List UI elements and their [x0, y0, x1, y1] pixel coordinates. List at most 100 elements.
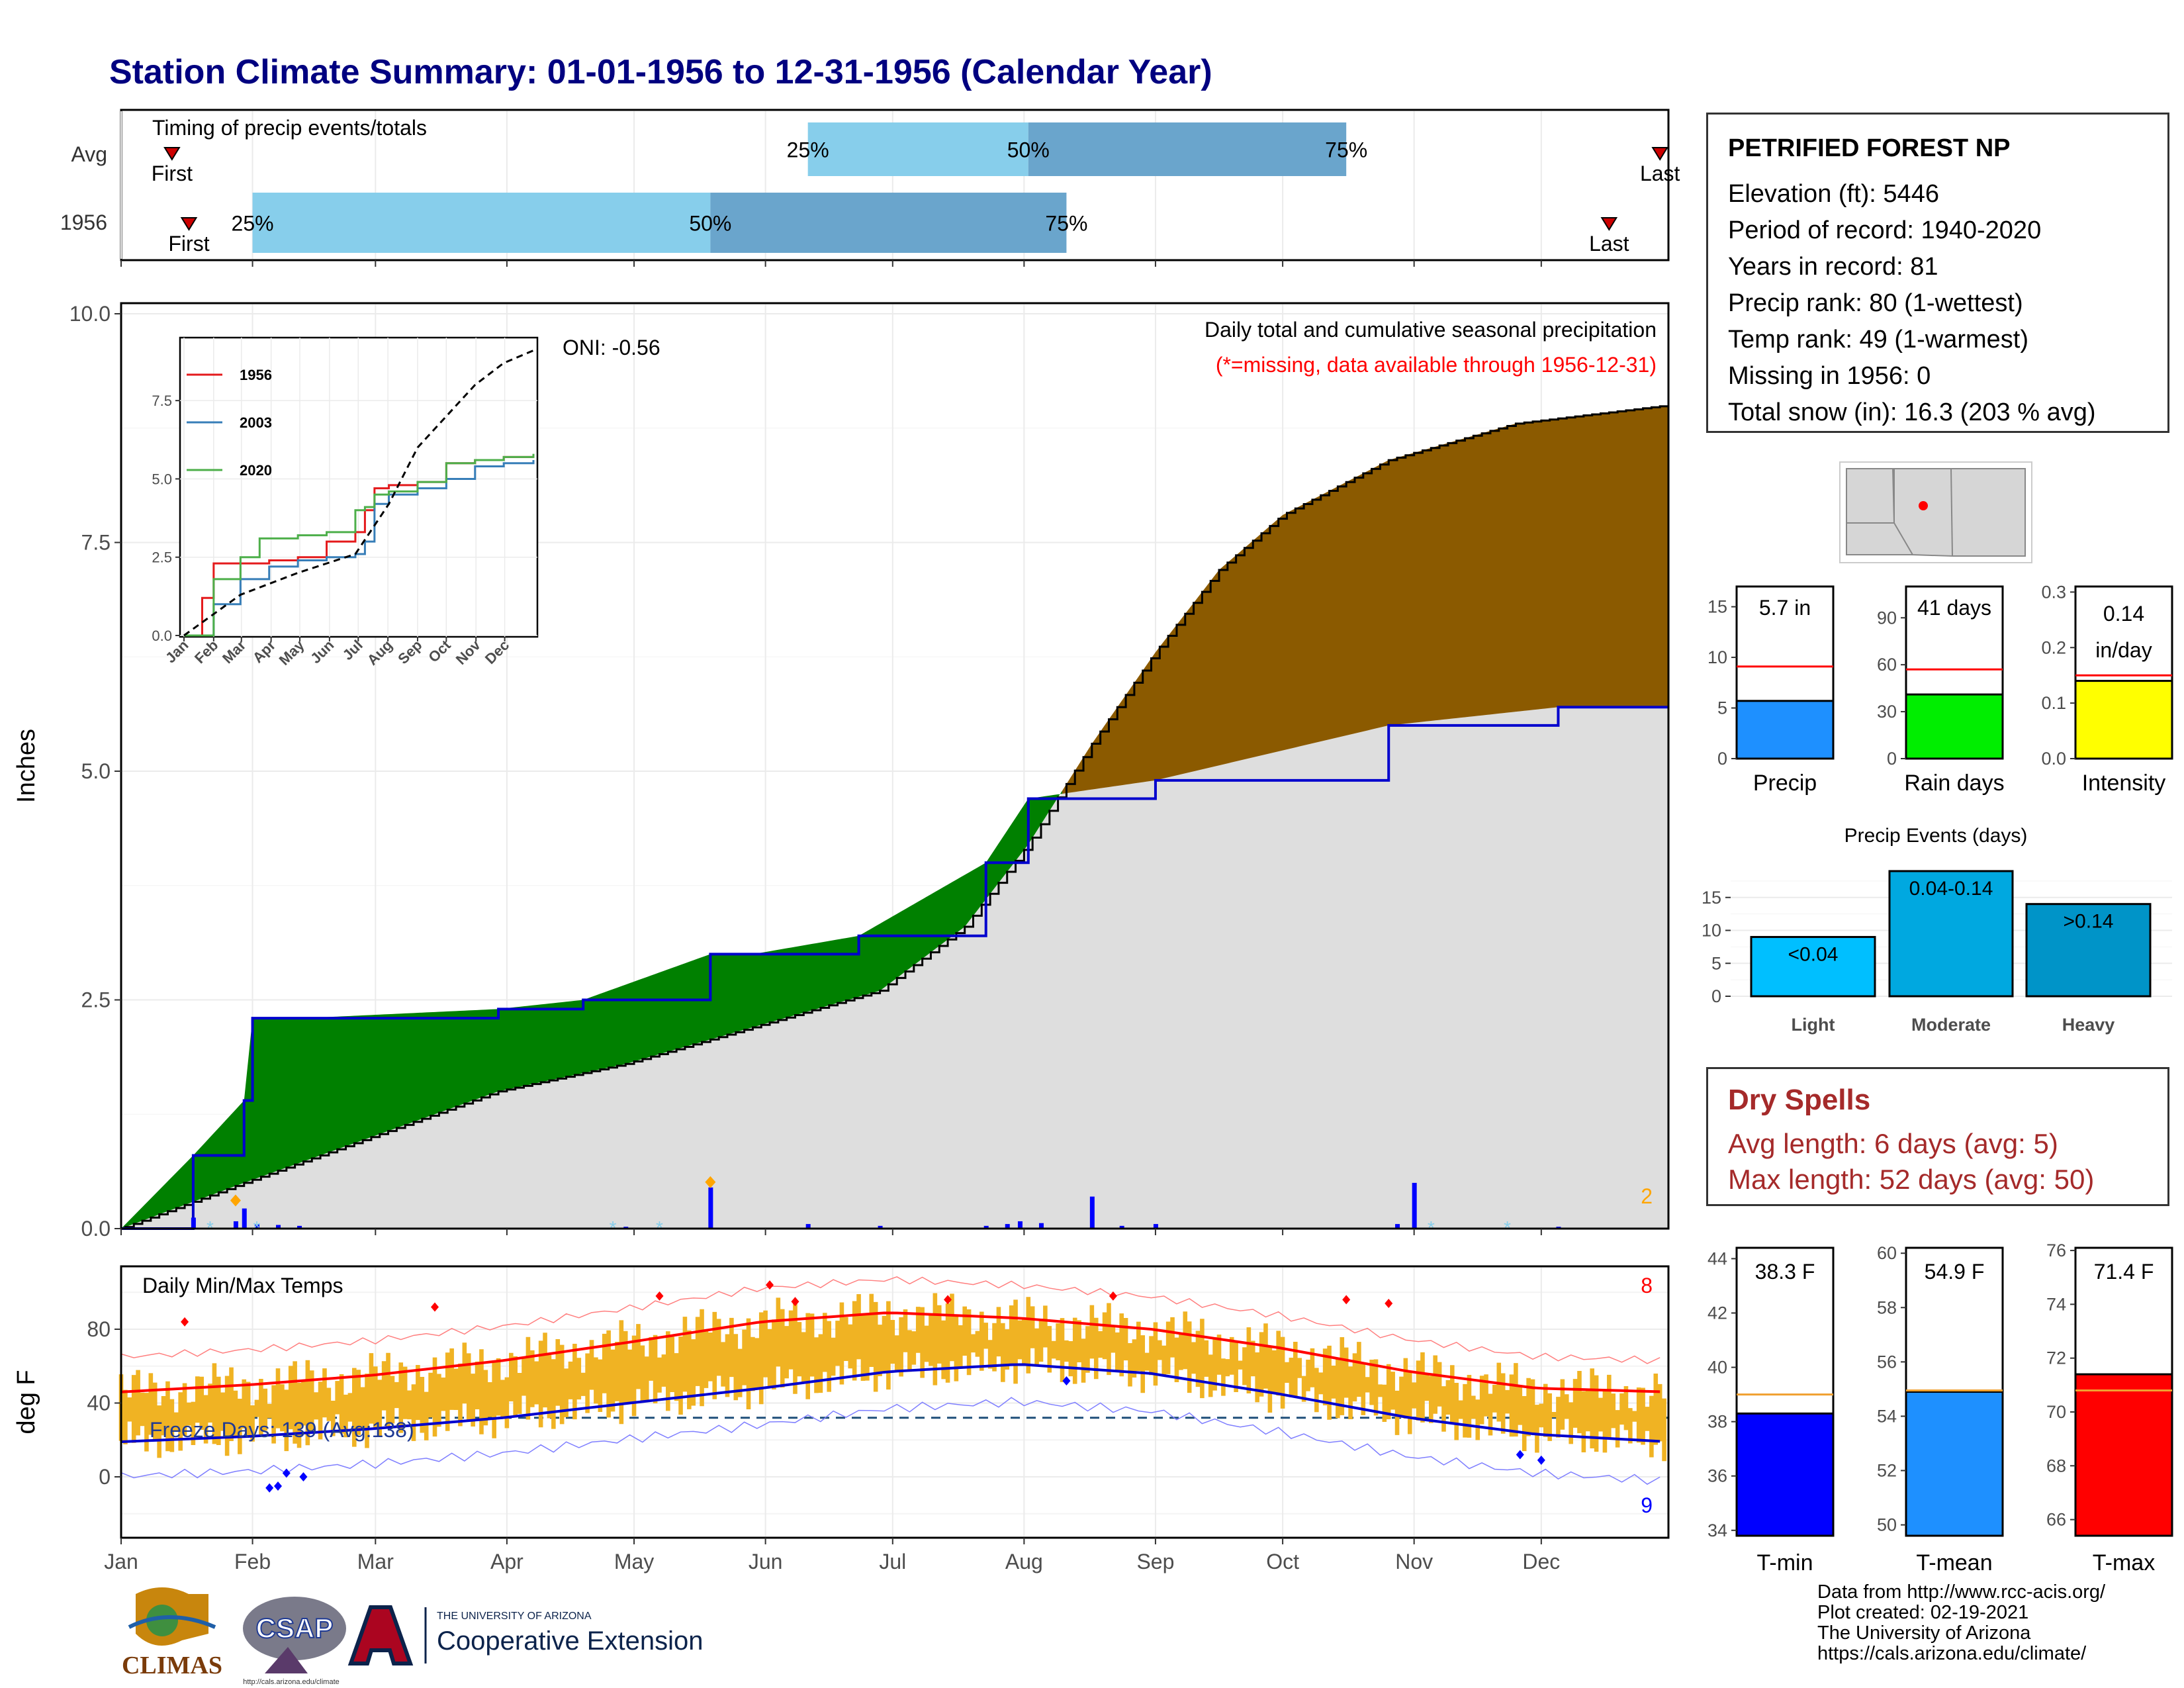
month-tick-label: Jan: [104, 1550, 138, 1573]
temp-summary-y-tick-label: 40: [1707, 1358, 1727, 1378]
ua-logo-big-text: Cooperative Extension: [437, 1626, 703, 1656]
temp-summary-bar: [1905, 1391, 2004, 1537]
record-high-marker: [1385, 1298, 1393, 1308]
precip-corner-count: 2: [1641, 1184, 1653, 1208]
record-max-line: [120, 1276, 1661, 1364]
station-location-dot: [1919, 501, 1928, 510]
temp-summary-y-tick-label: 36: [1707, 1466, 1727, 1486]
temp-y-axis: 0 40 80: [87, 1317, 121, 1489]
stat-value-bar: [2074, 680, 2173, 760]
month-tick-label: Sep: [1136, 1550, 1174, 1573]
precip-y-axis: 0.0 2.5 5.0 7.5 10.0: [69, 302, 121, 1241]
precip-y-tick-label: 0.0: [81, 1217, 111, 1241]
events-y-tick-label: 0: [1711, 986, 1721, 1006]
timing-p50-label: 50%: [689, 212, 731, 236]
temp-summary-panels: 34 36 38 40 42 44 38.3 F T-min 50 52 54 56 58 60 54.9 …: [1707, 1241, 2173, 1575]
inset-legend-label: 2020: [240, 462, 272, 479]
events-y-tick-label: 15: [1702, 888, 1721, 908]
events-bar: [2025, 903, 2152, 998]
map-states: [1846, 468, 2026, 557]
stat-y-tick-label: 0: [1887, 749, 1897, 769]
credits: Data from http://www.rcc-acis.org/ Plot …: [1817, 1582, 2105, 1664]
daily-precip-bar: [276, 1225, 281, 1229]
temp-count-top: 8: [1641, 1274, 1653, 1297]
inset-legend: 1956 2003 2020: [187, 367, 272, 479]
inset-y-tick-label: 5.0: [152, 471, 172, 487]
temp-summary-panel-label: T-min: [1757, 1550, 1813, 1575]
record-low-marker: [282, 1468, 291, 1478]
dry-spells-avg: Avg length: 6 days (avg: 5): [1728, 1128, 2058, 1159]
first-event-label: First: [152, 162, 193, 185]
temp-summary-panel-label: T-mean: [1916, 1550, 1992, 1575]
temp-panel-label: Daily Min/Max Temps: [142, 1274, 343, 1297]
stat-value-bar: [1905, 693, 2004, 760]
stat-value-bar: [1735, 700, 1835, 760]
events-bar-label: 0.04-0.14: [1909, 878, 1993, 900]
temp-summary-t-min: 34 36 38 40 42 44 38.3 F T-min: [1707, 1246, 1835, 1575]
station-name: PETRIFIED FOREST NP: [1728, 134, 2011, 162]
timing-row-year-label: 1956: [60, 211, 107, 234]
stat-value-label: 41 days: [1917, 596, 1991, 620]
temp-summary-t-mean: 50 52 54 56 58 60 54.9 F T-mean: [1877, 1243, 2004, 1575]
credit-university: The University of Arizona: [1817, 1622, 2031, 1644]
month-tick-label: Jun: [749, 1550, 783, 1573]
station-precip-rank: Precip rank: 80 (1-wettest): [1728, 289, 2023, 317]
inset-y-tick-label: 7.5: [152, 393, 172, 409]
stat-value-unit: in/day: [2095, 638, 2152, 662]
stat-panel-label: Rain days: [1904, 771, 2004, 796]
temp-y-tick-label: 80: [87, 1317, 111, 1341]
precip-y-tick-label: 7.5: [81, 531, 111, 555]
temp-summary-y-tick-label: 50: [1877, 1515, 1897, 1535]
station-missing: Missing in 1956: 0: [1728, 362, 1931, 390]
daily-precip-bar: [297, 1225, 302, 1229]
daily-precip-bar: [1153, 1224, 1158, 1229]
last-event-label: Last: [1640, 162, 1680, 185]
stat-panel-rain-days: 0 30 60 90 41 days Rain days: [1877, 585, 2005, 796]
temp-summary-y-tick-label: 42: [1707, 1303, 1727, 1323]
stat-y-tick-label: 0.1: [2041, 693, 2066, 713]
record-high-marker: [1342, 1295, 1351, 1305]
temp-summary-value-label: 54.9 F: [1925, 1260, 1985, 1284]
temp-panel: 0 40 80 Jan Feb Mar Apr May Jun Jul Aug Sep Oct Nov D…: [13, 260, 1670, 1573]
credit-data-source: Data from http://www.rcc-acis.org/: [1817, 1581, 2106, 1603]
month-tick-label: Jul: [879, 1550, 906, 1573]
daily-precip-bar: [1038, 1223, 1044, 1229]
dry-spells-max: Max length: 52 days (avg: 50): [1728, 1164, 2095, 1195]
inset-series-line: [184, 460, 535, 637]
events-chart: <0.04 Light 0.04-0.14 Moderate >0.14 Heavy 0 5 1…: [1702, 865, 2172, 1035]
stat-panel-label: Intensity: [2082, 771, 2166, 796]
timing-bar-q2: [252, 193, 711, 253]
temp-summary-y-tick-label: 52: [1877, 1461, 1897, 1481]
stat-y-tick-label: 0.2: [2041, 637, 2066, 657]
csap-logo: CSAP http://cals.arizona.edu/climate: [243, 1597, 346, 1686]
record-low-marker: [274, 1481, 283, 1491]
temp-panel-frame: [120, 1265, 1670, 1539]
precip-legend-line2: (*=missing, data available through 1956-…: [1216, 353, 1657, 377]
events-title: Precip Events (days): [1844, 825, 2028, 847]
timing-p75-label: 75%: [1325, 138, 1367, 162]
inset-y-tick-label: 0.0: [152, 628, 172, 644]
month-tick-label: Aug: [1005, 1550, 1043, 1573]
timing-p50-label: 50%: [1007, 138, 1050, 162]
temp-summary-value-label: 38.3 F: [1755, 1260, 1815, 1284]
month-tick-label: Feb: [234, 1550, 271, 1573]
temp-summary-panel-label: T-max: [2093, 1550, 2155, 1575]
climas-logo-text: CLIMAS: [122, 1652, 222, 1679]
avg-min-line: [120, 1363, 1661, 1444]
inset-lines: [183, 350, 535, 637]
ua-logo: THE UNIVERSITY OF ARIZONA Cooperative Ex…: [347, 1605, 703, 1665]
temp-summary-y-tick-label: 66: [2046, 1510, 2066, 1530]
temp-summary-t-max: 66 68 70 72 74 76 71.4 F T-max: [2046, 1241, 2173, 1575]
timing-bars: 25% 50% 75% First Last 25% 50% 75% First Last: [152, 122, 1680, 256]
inset-legend-label: 1956: [240, 367, 272, 383]
stat-y-tick-label: 15: [1707, 597, 1727, 617]
daily-precip-bar: [1005, 1224, 1010, 1229]
station-info-box: PETRIFIED FOREST NP Elevation (ft): 5446…: [1706, 113, 2169, 433]
daily-precip-bar: [1395, 1224, 1400, 1229]
record-high-marker: [944, 1295, 952, 1305]
daily-precip-bar: [878, 1225, 883, 1229]
month-tick-label: May: [614, 1550, 654, 1573]
station-total-snow: Total snow (in): 16.3 (203 % avg): [1728, 399, 2096, 426]
cumulative-base-area: [121, 707, 1668, 1229]
